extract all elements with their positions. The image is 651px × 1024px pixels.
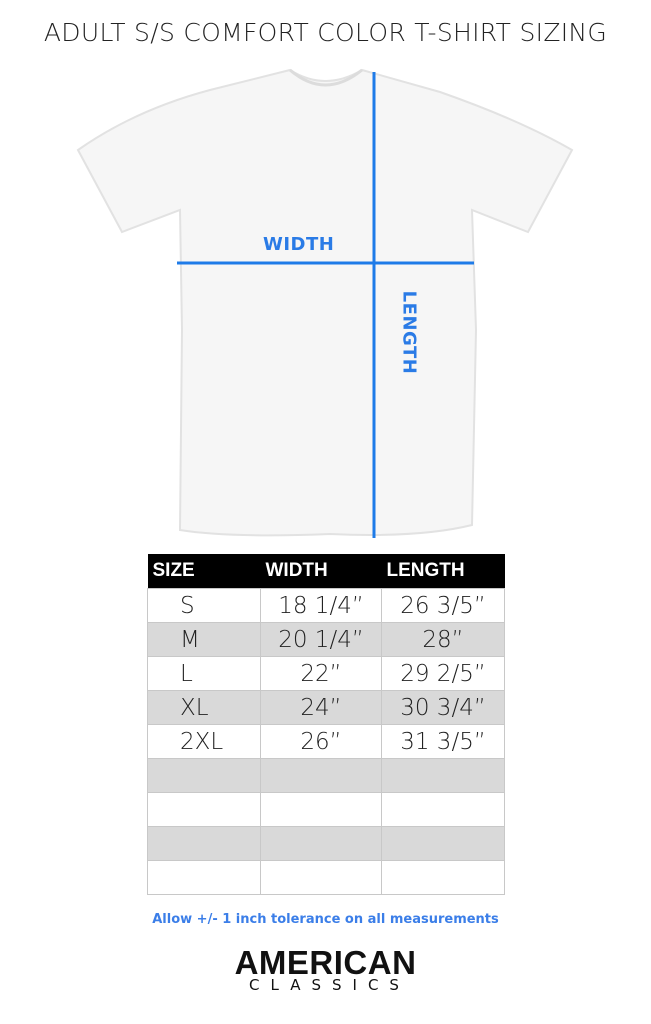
page-title: ADULT S/S COMFORT COLOR T-SHIRT SIZING — [43, 18, 608, 47]
cell-length — [381, 860, 505, 895]
table-row: S 18 1/4” 26 3/5” — [147, 588, 505, 623]
cell-size: M — [147, 622, 261, 657]
cell-size: XL — [147, 690, 261, 725]
cell-size: 2XL — [147, 724, 261, 759]
cell-size — [147, 792, 261, 827]
cell-length: 29 2/5” — [381, 656, 505, 691]
size-table: SIZE WIDTH LENGTH S 18 1/4” 26 3/5” M 20 1/4… — [147, 554, 505, 895]
cell-length — [381, 792, 505, 827]
header-length: LENGTH — [381, 554, 505, 589]
cell-width: 24” — [260, 690, 382, 725]
cell-width — [260, 792, 382, 827]
tolerance-note: Allow +/- 1 inch tolerance on all measur… — [152, 912, 499, 927]
cell-length: 26 3/5” — [381, 588, 505, 623]
cell-width: 18 1/4” — [260, 588, 382, 623]
header-width: WIDTH — [260, 554, 382, 589]
cell-length: 30 3/4” — [381, 690, 505, 725]
cell-width: 20 1/4” — [260, 622, 382, 657]
table-header: SIZE WIDTH LENGTH — [147, 554, 505, 589]
cell-length: 28” — [381, 622, 505, 657]
table-row — [147, 860, 505, 895]
cell-length — [381, 826, 505, 861]
cell-width — [260, 860, 382, 895]
width-label: WIDTH — [263, 234, 335, 255]
table-row: 2XL 26” 31 3/5” — [147, 724, 505, 759]
brand-logo-line2: CLASSICS — [249, 976, 410, 994]
cell-size — [147, 826, 261, 861]
cell-size: S — [147, 588, 261, 623]
tshirt-diagram — [76, 68, 574, 538]
table-row — [147, 826, 505, 861]
table-row: L 22” 29 2/5” — [147, 656, 505, 691]
cell-width — [260, 826, 382, 861]
length-label: LENGTH — [398, 290, 420, 375]
cell-width — [260, 758, 382, 793]
cell-size — [147, 758, 261, 793]
cell-length — [381, 758, 505, 793]
cell-size: L — [147, 656, 261, 691]
cell-width: 26” — [260, 724, 382, 759]
cell-width: 22” — [260, 656, 382, 691]
brand-logo-line1: AMERICAN — [234, 944, 417, 981]
table-row — [147, 758, 505, 793]
tshirt-illustration — [76, 68, 574, 537]
table-row: M 20 1/4” 28” — [147, 622, 505, 657]
cell-size — [147, 860, 261, 895]
cell-length: 31 3/5” — [381, 724, 505, 759]
table-row: XL 24” 30 3/4” — [147, 690, 505, 725]
table-row — [147, 792, 505, 827]
header-size: SIZE — [147, 554, 261, 589]
